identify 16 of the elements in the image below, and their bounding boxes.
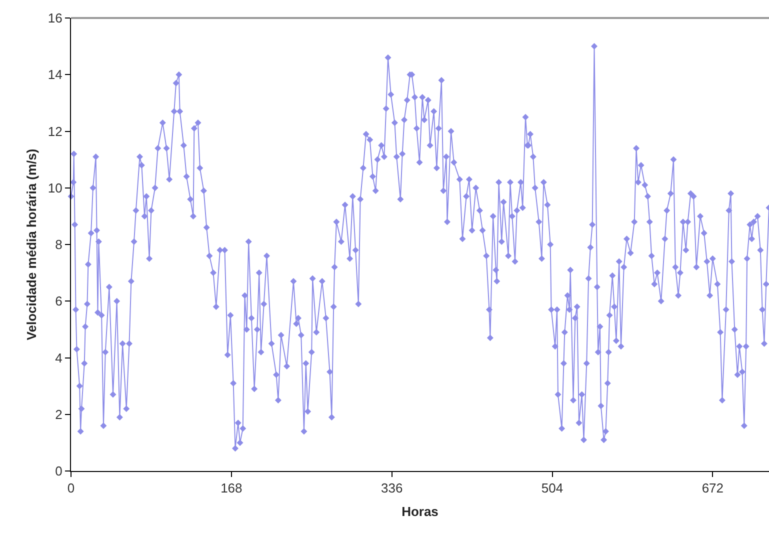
x-tick-label: 168	[220, 480, 242, 496]
y-tick-label: 10	[48, 180, 62, 196]
y-tick-label: 16	[48, 10, 62, 26]
y-tick-label: 0	[55, 464, 62, 479]
y-tick-label: 2	[55, 406, 62, 422]
y-tick-label: 6	[55, 294, 62, 309]
y-tick-label: 8	[55, 237, 62, 252]
x-axis-title: Horas	[402, 504, 438, 520]
x-tick-label: 504	[541, 480, 564, 496]
x-tick-label: 336	[380, 480, 403, 496]
y-tick-label: 14	[48, 67, 62, 82]
y-tick-label: 12	[48, 124, 62, 139]
x-tick-label: 672	[702, 480, 724, 496]
x-tick-label: 0	[67, 480, 75, 496]
y-axis-title: Velocidade média horária (m/s)	[24, 148, 39, 340]
y-tick-label: 4	[55, 350, 62, 366]
